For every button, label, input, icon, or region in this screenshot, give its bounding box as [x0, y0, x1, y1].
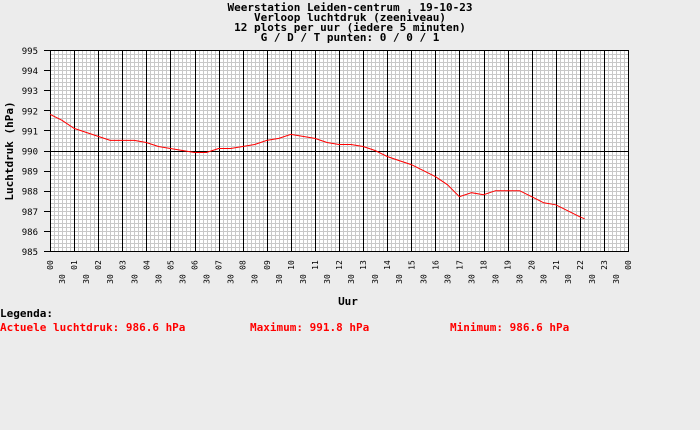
x-tick-label: 21: [552, 260, 561, 270]
x-tick-label: 30: [443, 274, 452, 284]
y-tick-label: 989: [22, 168, 38, 178]
x-tick-label: 17: [455, 260, 464, 270]
x-tick-label: 30: [516, 274, 525, 284]
x-tick-label: 23: [600, 260, 609, 270]
x-tick-label: 30: [58, 274, 67, 284]
plot-border: [50, 50, 629, 252]
x-tick-label: 18: [480, 260, 489, 270]
x-tick-label: 03: [118, 260, 127, 270]
y-tick-label: 993: [22, 87, 38, 97]
x-tick-label: 30: [251, 274, 260, 284]
y-tick-labels: 985 986 987 988 989 990 991 992 993 994 995: [22, 47, 38, 258]
legend-heading: Legenda:: [0, 307, 53, 320]
legend-current-pressure: Actuele luchtdruk: 986.6 hPa: [0, 321, 186, 334]
grid-lines: [50, 50, 629, 252]
x-tick-label: 00: [624, 260, 633, 270]
x-tick-label: 30: [130, 274, 139, 284]
series-line-pressure: [49, 113, 585, 220]
x-tick-label: 00: [46, 260, 55, 270]
x-tick-label: 30: [82, 274, 91, 284]
x-tick-label: 20: [528, 260, 537, 270]
x-tick-label: 14: [383, 260, 392, 270]
x-tick-label: 30: [395, 274, 404, 284]
chart-title-line-3: 12 plots per uur (iedere 5 minuten): [234, 21, 466, 34]
x-tick-label: 30: [106, 274, 115, 284]
x-tick-label: 30: [275, 274, 284, 284]
x-tick-label: 15: [407, 260, 416, 270]
x-tick-label: 02: [94, 260, 103, 270]
y-tick-label: 994: [22, 67, 38, 77]
x-tick-label: 30: [299, 274, 308, 284]
x-tick-label: 06: [191, 260, 200, 270]
y-tick-label: 986: [22, 228, 38, 238]
x-tick-label: 22: [576, 260, 585, 270]
x-tick-label: 30: [227, 274, 236, 284]
y-tick-label: 987: [22, 208, 38, 218]
y-tick-label: 991: [22, 127, 38, 137]
chart-title-line-1: Weerstation Leiden-centrum , 19-10-23: [227, 1, 473, 14]
y-tick-label: 992: [22, 107, 38, 117]
legend-maximum: Maximum: 991.8 hPa: [250, 321, 370, 334]
y-axis-label: Luchtdruk (hPa): [3, 101, 16, 200]
x-tick-label: 30: [371, 274, 380, 284]
y-tick-label: 988: [22, 188, 38, 198]
x-tick-label: 08: [239, 260, 248, 270]
x-tick-label: 10: [287, 260, 296, 270]
x-tick-label: 30: [492, 274, 501, 284]
y-tick-label: 995: [22, 47, 38, 57]
x-tick-label: 16: [431, 260, 440, 270]
x-tick-label: 09: [263, 260, 272, 270]
x-tick-label: 01: [70, 260, 79, 270]
x-axis-label: Uur: [338, 295, 358, 308]
x-tick-label: 04: [142, 260, 151, 270]
x-tick-label: 12: [335, 260, 344, 270]
x-tick-label: 30: [564, 274, 573, 284]
x-tick-label: 30: [154, 274, 163, 284]
x-tick-labels: 0030013002300330043005300630073008300930…: [46, 260, 633, 284]
chart-title-line-4: G / D / T punten: 0 / 0 / 1: [260, 31, 440, 44]
axes: [44, 50, 629, 252]
legend-minimum: Minimum: 986.6 hPa: [450, 321, 570, 334]
x-tick-label: 30: [323, 274, 332, 284]
x-tick-label: 30: [540, 274, 549, 284]
y-tick-label: 985: [22, 248, 38, 258]
x-tick-label: 30: [203, 274, 212, 284]
x-tick-label: 19: [504, 260, 513, 270]
series-group: [49, 113, 585, 220]
x-tick-label: 30: [178, 274, 187, 284]
chart-title-line-2: Verloop luchtdruk (zeeniveau): [253, 11, 447, 24]
x-tick-label: 30: [612, 274, 621, 284]
x-tick-label: 07: [215, 260, 224, 270]
x-tick-label: 30: [588, 274, 597, 284]
x-tick-label: 11: [311, 260, 320, 270]
x-tick-label: 30: [347, 274, 356, 284]
x-tick-label: 05: [166, 260, 175, 270]
y-tick-label: 990: [22, 148, 38, 158]
x-tick-label: 30: [467, 274, 476, 284]
x-tick-label: 30: [419, 274, 428, 284]
x-tick-label: 13: [359, 260, 368, 270]
